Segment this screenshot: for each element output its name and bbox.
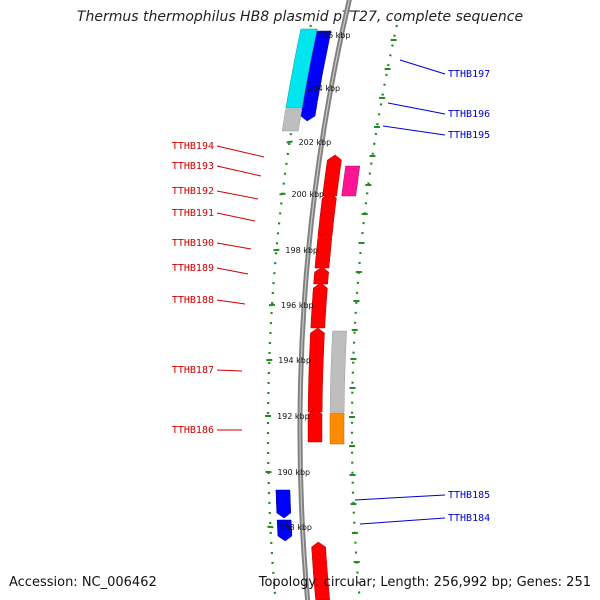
ruler-tick-label: 200 kbp — [292, 190, 325, 199]
gene-leader-line — [216, 212, 256, 222]
feature-cyan — [285, 28, 318, 109]
backbone-layer — [297, 0, 352, 600]
ruler-tick-label: 192 kbp — [277, 412, 310, 421]
gene-leader-line — [216, 369, 243, 372]
rna-feature-gray — [329, 330, 347, 413]
feature-gray — [281, 108, 303, 132]
ruler-ring-inner — [350, 24, 398, 600]
accession-label: Accession: NC_006462 — [9, 575, 157, 590]
ruler-tick-label: 196 kbp — [281, 301, 314, 310]
gene-label-tthb190: TTHB190 — [172, 238, 214, 249]
gene-label-tthb193: TTHB193 — [172, 161, 214, 172]
gene-leader-line — [216, 145, 265, 158]
map-title: Thermus thermophilus HB8 plasmid pTT27, … — [76, 9, 524, 25]
gene-leader-line — [216, 299, 246, 305]
gene-label-tthb191: TTHB191 — [172, 208, 214, 219]
gene-leader-line — [354, 494, 446, 501]
gene-leader-line — [387, 102, 446, 115]
topology-label: Topology: circular; Length: 256,992 bp; … — [258, 575, 591, 590]
reverse-gene-arrow — [275, 489, 292, 519]
ruler-tick-label: 198 kbp — [285, 246, 318, 255]
gene-label-tthb195: TTHB195 — [448, 130, 490, 141]
forward-gene-arrow — [307, 327, 325, 413]
gene-label-tthb184: TTHB184 — [448, 513, 490, 524]
gene-label-tthb197: TTHB197 — [448, 69, 490, 80]
reverse-gene-arrow — [300, 101, 318, 122]
ruler-tick-label: 190 kbp — [278, 468, 311, 477]
ruler-major-tick — [286, 140, 293, 144]
forward-gene-arrow — [322, 154, 342, 197]
gene-label-tthb192: TTHB192 — [172, 186, 214, 197]
gene-leader-line — [216, 165, 262, 177]
pseudo-gene-pink — [341, 165, 361, 197]
gene-label-tthb194: TTHB194 — [172, 141, 214, 152]
gene-label-tthb187: TTHB187 — [172, 365, 214, 376]
label-layer: 188 kbp 190 kbp 192 kbp 194 kbp 196 kbp 198 k… — [172, 31, 490, 532]
feature-layer — [275, 28, 361, 600]
ruler-tick-label: 194 kbp — [278, 356, 311, 365]
gene-label-tthb186: TTHB186 — [172, 425, 214, 436]
gene-leader-line — [216, 190, 259, 200]
rna-feature-orange — [329, 412, 345, 445]
backbone-highlight — [299, 0, 350, 600]
forward-gene-arrow — [311, 541, 330, 600]
ruler-tick-label: 188 kbp — [279, 523, 312, 532]
gene-leader-line — [382, 125, 446, 136]
gene-leader-line — [216, 242, 252, 250]
gene-leader-line — [216, 267, 249, 275]
gene-label-tthb189: TTHB189 — [172, 263, 214, 274]
ruler-tick-label: 204 kbp — [308, 84, 341, 93]
forward-gene-arrow — [313, 266, 329, 285]
gene-label-tthb185: TTHB185 — [448, 490, 490, 501]
ruler-tick-label: 206 kbp — [318, 31, 351, 40]
forward-gene-arrow — [307, 408, 323, 443]
ruler-major-tick — [273, 248, 280, 252]
ruler-major-tick — [279, 192, 286, 196]
reverse-gene-arrow — [276, 519, 293, 542]
gene-leader-line — [359, 517, 446, 525]
gene-leader-line — [399, 59, 446, 75]
gene-label-tthb196: TTHB196 — [448, 109, 490, 120]
gene-label-tthb188: TTHB188 — [172, 295, 214, 306]
ruler-tick-label: 202 kbp — [299, 138, 332, 147]
